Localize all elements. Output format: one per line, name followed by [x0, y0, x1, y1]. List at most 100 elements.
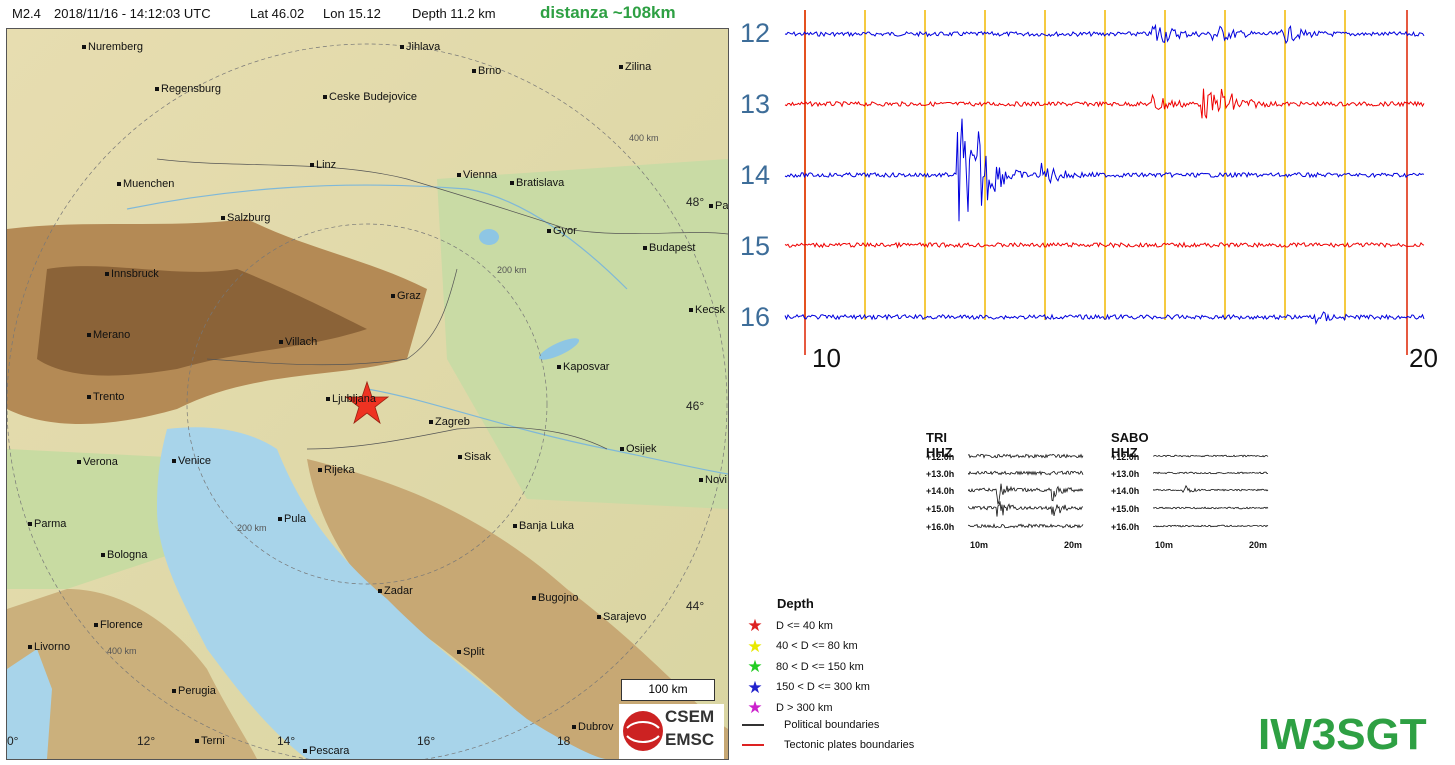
city-marker-icon: [77, 460, 81, 465]
city-marker-icon: [87, 395, 91, 400]
city-label: Split: [457, 646, 484, 658]
city-label: Kecsk: [689, 304, 725, 316]
seismic-trace: [784, 23, 1425, 45]
epicenter-map[interactable]: Nuremberg Jihlava Brno Zilina Regensburg Cesk…: [6, 28, 729, 760]
logo-csem: CSEM: [665, 707, 715, 726]
star-icon: ★: [747, 636, 763, 656]
city-marker-icon: [28, 522, 32, 527]
lon-label: 0°: [7, 734, 19, 748]
hour-label: 14: [740, 160, 771, 190]
city-label: Sarajevo: [597, 611, 646, 623]
legend-title: Depth: [777, 596, 814, 611]
city-marker-icon: [620, 447, 624, 452]
event-latitude: Lat 46.02: [250, 6, 305, 21]
row-label: +14.0h: [926, 486, 955, 496]
mini-traces: [1153, 454, 1269, 528]
city-marker-icon: [429, 420, 433, 425]
city-label: Innsbruck: [105, 268, 159, 280]
city-label: Kaposvar: [557, 361, 609, 373]
epicenter-star: [344, 380, 390, 425]
city-marker-icon: [457, 173, 461, 178]
hour-label: 15: [740, 231, 771, 261]
mini-trace: [968, 453, 1084, 459]
city-label: Sisak: [458, 451, 491, 463]
range-label-400: 400 km: [629, 133, 659, 143]
star-icon: ★: [747, 657, 763, 676]
city-label: Linz: [310, 159, 336, 171]
city-label: Ljubljana: [326, 393, 376, 405]
city-label: Verona: [77, 456, 118, 468]
city-marker-icon: [532, 596, 536, 601]
city-label: Livorno: [28, 641, 70, 653]
hour-label: 12: [740, 18, 771, 48]
city-label: Nuremberg: [82, 41, 143, 53]
legend-item: ★ 150 < D <= 300 km: [742, 678, 870, 698]
city-label: Budapest: [643, 242, 695, 254]
epicenter-distance: distanza ~108km: [540, 3, 676, 22]
mini-trace: [1153, 506, 1269, 510]
emsc-globe-icon: [623, 711, 663, 751]
city-marker-icon: [400, 45, 404, 50]
row-label: +15.0h: [1111, 504, 1140, 514]
csem-emsc-logo: CSEM EMSC: [619, 704, 724, 759]
lat-label: 46°: [686, 399, 705, 413]
row-label: +14.0h: [1111, 486, 1140, 496]
seismic-trace: [784, 311, 1425, 325]
city-label: Bugojno: [532, 592, 578, 604]
city-marker-icon: [513, 524, 517, 529]
x-tick-10: 10: [812, 343, 841, 373]
city-marker-icon: [172, 459, 176, 464]
city-marker-icon: [547, 229, 551, 234]
city-marker-icon: [117, 182, 121, 187]
row-label: +16.0h: [1111, 522, 1140, 532]
mini-trace: [968, 501, 1084, 517]
city-marker-icon: [279, 340, 283, 345]
station-callsign: IW3SGT: [1258, 710, 1427, 759]
legend-item: Political boundaries: [742, 719, 879, 731]
city-marker-icon: [323, 95, 327, 100]
city-marker-icon: [303, 749, 307, 754]
station-title: TRI HHZ: [926, 430, 953, 460]
city-marker-icon: [643, 246, 647, 251]
range-label-400: 400 km: [107, 646, 137, 656]
seismic-trace: [784, 88, 1425, 119]
city-label: Salzburg: [221, 212, 270, 224]
legend-item: Tectonic plates boundaries: [742, 739, 914, 751]
row-label: +15.0h: [926, 504, 955, 514]
city-label: Villach: [279, 336, 317, 348]
city-label: Zagreb: [429, 416, 470, 428]
city-marker-icon: [699, 478, 703, 483]
lat-label: 48°: [686, 195, 705, 209]
mini-x-label: 20m: [1249, 540, 1268, 550]
mini-trace: [1153, 484, 1269, 494]
mini-trace: [1153, 524, 1269, 528]
row-label: +12.0h: [1111, 452, 1140, 462]
city-label: Bratislava: [510, 177, 564, 189]
star-icon: ★: [747, 677, 763, 697]
mini-trace: [1153, 454, 1269, 458]
lon-label: 14°: [277, 734, 296, 748]
city-label: Graz: [391, 290, 421, 302]
lon-label: 12°: [137, 734, 156, 748]
city-marker-icon: [221, 216, 225, 221]
range-label-200: 200 km: [497, 265, 527, 275]
x-tick-20: 20: [1409, 343, 1438, 373]
city-label: Regensburg: [155, 83, 221, 95]
city-marker-icon: [709, 204, 713, 209]
city-marker-icon: [472, 69, 476, 74]
city-marker-icon: [572, 725, 576, 730]
city-marker-icon: [94, 623, 98, 628]
mini-x-label: 10m: [1155, 540, 1174, 550]
hour-label: 16: [740, 302, 771, 332]
event-longitude: Lon 15.12: [323, 6, 381, 21]
city-marker-icon: [457, 650, 461, 655]
magnitude: M2.4: [12, 6, 41, 21]
star-icon: ★: [747, 616, 763, 635]
boundary-line-icon: [742, 744, 764, 747]
city-label: Banja Luka: [513, 520, 574, 532]
seismic-trace: [784, 241, 1425, 249]
city-label: Novi: [699, 474, 727, 486]
city-marker-icon: [689, 308, 693, 313]
city-label: Terni: [195, 735, 225, 747]
legend-item: ★ D > 300 km: [742, 698, 832, 718]
